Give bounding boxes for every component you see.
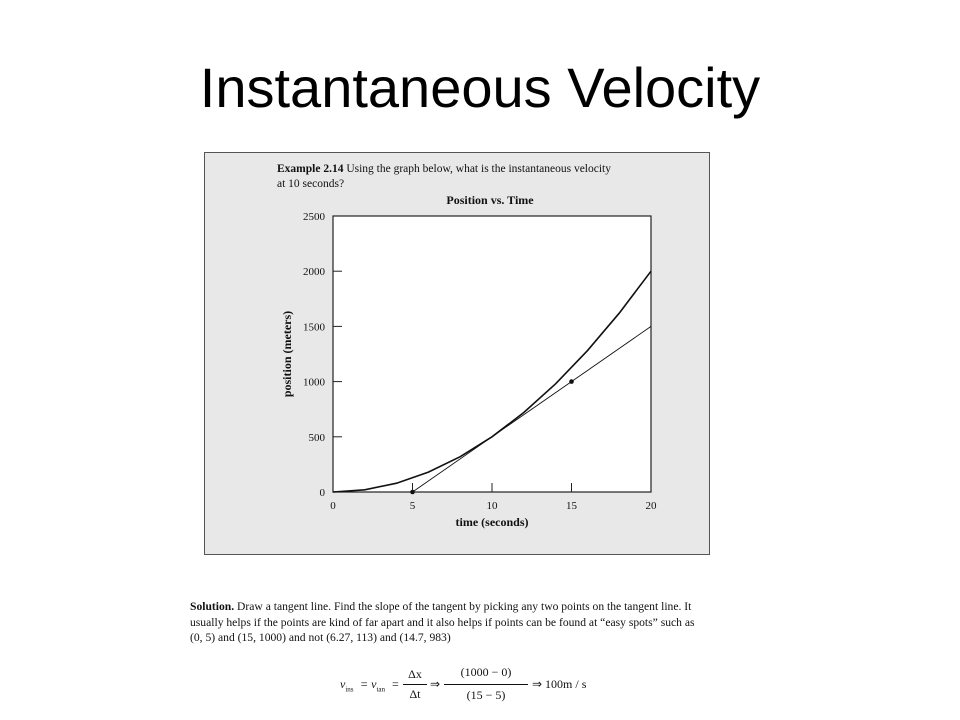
formula-delta-x: Δx [408, 667, 422, 681]
example-figure-panel: Example 2.14 Using the graph below, what… [204, 152, 710, 555]
formula-arrow: ⇒ [430, 677, 441, 691]
example-question: Using the graph below, what is the insta… [346, 163, 611, 175]
y-tick-label: 2000 [303, 266, 326, 278]
x-tick-label: 10 [487, 500, 499, 512]
fraction-bar-1 [403, 684, 427, 685]
tangent-point-marker [569, 379, 574, 384]
y-tick-label: 500 [309, 432, 326, 444]
y-tick-label: 2500 [303, 211, 326, 223]
formula-equals: = [392, 677, 399, 691]
y-tick-label: 1500 [303, 321, 326, 333]
solution-text: Solution. Draw a tangent line. Find the … [190, 599, 702, 646]
chart-title: Position vs. Time [446, 193, 534, 207]
velocity-formula: vins = vtan = Δx Δt ⇒ (1000 − 0) (15 − 5… [340, 664, 600, 708]
y-axis-label: position (meters) [280, 311, 294, 397]
formula-lhs: vins [340, 677, 354, 694]
formula-result: ⇒ 100m / s [532, 677, 587, 691]
position-time-chart: 0 500 1000 1500 2000 2500 0 5 10 15 20 position (… [280, 211, 658, 529]
solution-label: Solution. [190, 600, 235, 613]
formula-tangent: = vtan [360, 677, 385, 694]
slide-title: Instantaneous Velocity [199, 56, 761, 119]
x-tick-label: 5 [410, 500, 416, 512]
x-tick-label: 20 [646, 500, 658, 512]
example-question-line2: at 10 seconds? [277, 178, 345, 190]
tangent-point-marker [410, 489, 415, 495]
formula-denominator: (15 − 5) [466, 688, 506, 702]
y-tick-label: 1000 [303, 377, 326, 389]
tangent-line [412, 326, 652, 493]
x-tick-label: 15 [566, 500, 578, 512]
plot-area-frame [332, 215, 652, 493]
formula-delta-t: Δt [409, 687, 421, 701]
x-axis-label: time (seconds) [456, 515, 529, 529]
solution-body: Draw a tangent line. Find the slope of t… [190, 600, 695, 644]
example-text: Example 2.14 Using the graph below, what… [277, 162, 697, 192]
x-tick-label: 0 [330, 500, 336, 512]
y-tick-label: 0 [320, 487, 326, 499]
example-label: Example 2.14 [277, 163, 344, 175]
formula-numerator: (1000 − 0) [460, 665, 512, 679]
fraction-bar-2 [444, 684, 528, 685]
